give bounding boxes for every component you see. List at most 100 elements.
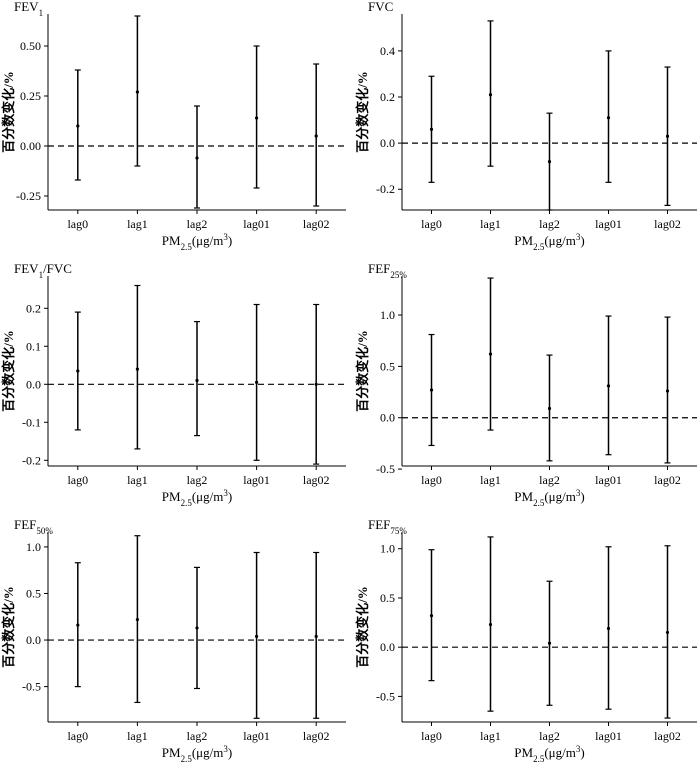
x-tick-label: lag02 xyxy=(654,729,681,743)
y-axis-label: 百分数变化/% xyxy=(355,71,370,153)
y-tick-label: -0.5 xyxy=(22,680,41,694)
panel-title: FEF25% xyxy=(368,261,407,280)
y-tick-label: -0.5 xyxy=(376,462,395,476)
x-tick-label: lag0 xyxy=(421,473,442,487)
panel-title: FEV1 xyxy=(14,0,43,18)
y-tick-label: 0.2 xyxy=(26,301,41,315)
x-axis-label: PM2.5(μg/m3) xyxy=(514,488,584,508)
point-estimate xyxy=(135,367,139,371)
y-tick-label: -0.2 xyxy=(22,453,41,467)
panel-title: FEF50% xyxy=(14,517,53,536)
y-tick-label: -0.2 xyxy=(376,182,395,196)
point-estimate xyxy=(665,134,670,138)
chart-panel: -0.2 -0.1 0.0 0.1 0.2 lag0 lag1 lag2 lag01 lag02 F… xyxy=(1,261,346,508)
x-tick-label: lag02 xyxy=(303,729,330,743)
point-estimate xyxy=(665,630,670,635)
point-estimate xyxy=(76,124,80,128)
y-tick-label: -0.1 xyxy=(22,415,41,429)
y-axis-label: 百分数变化/% xyxy=(1,330,16,412)
x-tick-label: lag2 xyxy=(539,729,560,743)
point-estimate xyxy=(135,90,139,94)
y-tick-label: 0.5 xyxy=(26,586,41,600)
point-estimate xyxy=(76,623,80,627)
x-tick-label: lag0 xyxy=(421,217,442,231)
panel-title: FVC xyxy=(368,0,393,14)
y-tick-label: 0.0 xyxy=(380,640,395,654)
y-tick-label: 0.0 xyxy=(26,377,41,391)
x-axis-label: PM2.5(μg/m3) xyxy=(162,488,232,508)
y-tick-label: 1.0 xyxy=(380,308,395,322)
x-axis-label: PM2.5(μg/m3) xyxy=(514,232,584,252)
x-tick-label: lag02 xyxy=(654,473,681,487)
y-tick-label: -0.25 xyxy=(16,189,41,203)
x-tick-label: lag01 xyxy=(595,217,622,231)
point-estimate xyxy=(606,116,611,120)
x-tick-label: lag01 xyxy=(243,473,270,487)
chart-panel: -0.5 0.0 0.5 1.0 lag0 lag1 lag2 lag01 lag02 FEF50… xyxy=(1,517,346,764)
x-tick-label: lag02 xyxy=(303,473,330,487)
y-tick-label: 1.0 xyxy=(380,542,395,556)
y-axis-label: 百分数变化/% xyxy=(355,330,370,412)
y-axis-label: 百分数变化/% xyxy=(355,586,370,668)
x-tick-label: lag01 xyxy=(243,729,270,743)
x-tick-label: lag02 xyxy=(654,217,681,231)
y-tick-label: 0.0 xyxy=(26,633,41,647)
point-estimate xyxy=(195,156,199,160)
panel-title: FEV1/FVC xyxy=(14,261,72,280)
x-tick-label: lag2 xyxy=(539,217,560,231)
point-estimate xyxy=(606,384,611,388)
x-tick-label: lag0 xyxy=(421,729,442,743)
x-tick-label: lag01 xyxy=(595,729,622,743)
point-estimate xyxy=(429,614,434,618)
x-tick-label: lag1 xyxy=(480,729,501,743)
x-axis-label: PM2.5(μg/m3) xyxy=(162,232,232,252)
point-estimate xyxy=(606,626,611,631)
x-tick-label: lag1 xyxy=(127,473,148,487)
y-tick-label: 1.0 xyxy=(26,540,41,554)
point-estimate xyxy=(76,369,80,373)
point-estimate xyxy=(488,352,493,356)
y-axis-label: 百分数变化/% xyxy=(1,71,16,153)
y-tick-label: 0.50 xyxy=(20,39,41,53)
point-estimate xyxy=(135,617,139,622)
point-estimate xyxy=(255,634,259,638)
x-axis-label: PM2.5(μg/m3) xyxy=(514,744,584,764)
x-tick-label: lag1 xyxy=(127,729,148,743)
point-estimate xyxy=(488,622,493,627)
panel-title: FEF75% xyxy=(368,517,407,536)
x-tick-label: lag01 xyxy=(595,473,622,487)
y-tick-label: 0.1 xyxy=(26,339,41,353)
y-axis-label: 百分数变化/% xyxy=(1,586,16,668)
point-estimate xyxy=(547,641,552,645)
point-estimate xyxy=(255,116,259,120)
y-tick-label: 0.25 xyxy=(20,89,41,103)
y-tick-label: 0.5 xyxy=(380,359,395,373)
y-tick-label: 0.0 xyxy=(380,411,395,425)
point-estimate xyxy=(195,378,199,383)
point-estimate xyxy=(429,388,434,392)
point-estimate xyxy=(314,382,318,386)
point-estimate xyxy=(547,406,552,411)
point-estimate xyxy=(314,634,318,638)
y-tick-label: 0.5 xyxy=(380,591,395,605)
point-estimate xyxy=(429,127,434,131)
chart-panel: -0.25 0.00 0.25 0.50 lag0 lag1 lag2 lag01 lag02 F… xyxy=(1,0,346,252)
x-tick-label: lag01 xyxy=(243,217,270,231)
chart-panel: -0.2 0.0 0.2 0.4 lag0 lag1 lag2 lag01 lag02 FVC PM… xyxy=(355,0,697,252)
x-tick-label: lag2 xyxy=(539,473,560,487)
x-tick-label: lag2 xyxy=(187,473,208,487)
x-tick-label: lag0 xyxy=(67,729,88,743)
chart-panel: -0.5 0.0 0.5 1.0 lag0 lag1 lag2 lag01 lag02 FEF25… xyxy=(355,261,697,508)
x-tick-label: lag2 xyxy=(187,729,208,743)
point-estimate xyxy=(488,93,493,97)
point-estimate xyxy=(665,389,670,393)
x-tick-label: lag1 xyxy=(480,217,501,231)
y-tick-label: 0.4 xyxy=(380,44,395,58)
x-tick-label: lag02 xyxy=(303,217,330,231)
chart-panel: -0.5 0.0 0.5 1.0 lag0 lag1 lag2 lag01 lag02 FEF75… xyxy=(355,517,697,764)
point-estimate xyxy=(314,134,318,138)
point-estimate xyxy=(195,626,199,630)
y-tick-label: 0.0 xyxy=(380,136,395,150)
